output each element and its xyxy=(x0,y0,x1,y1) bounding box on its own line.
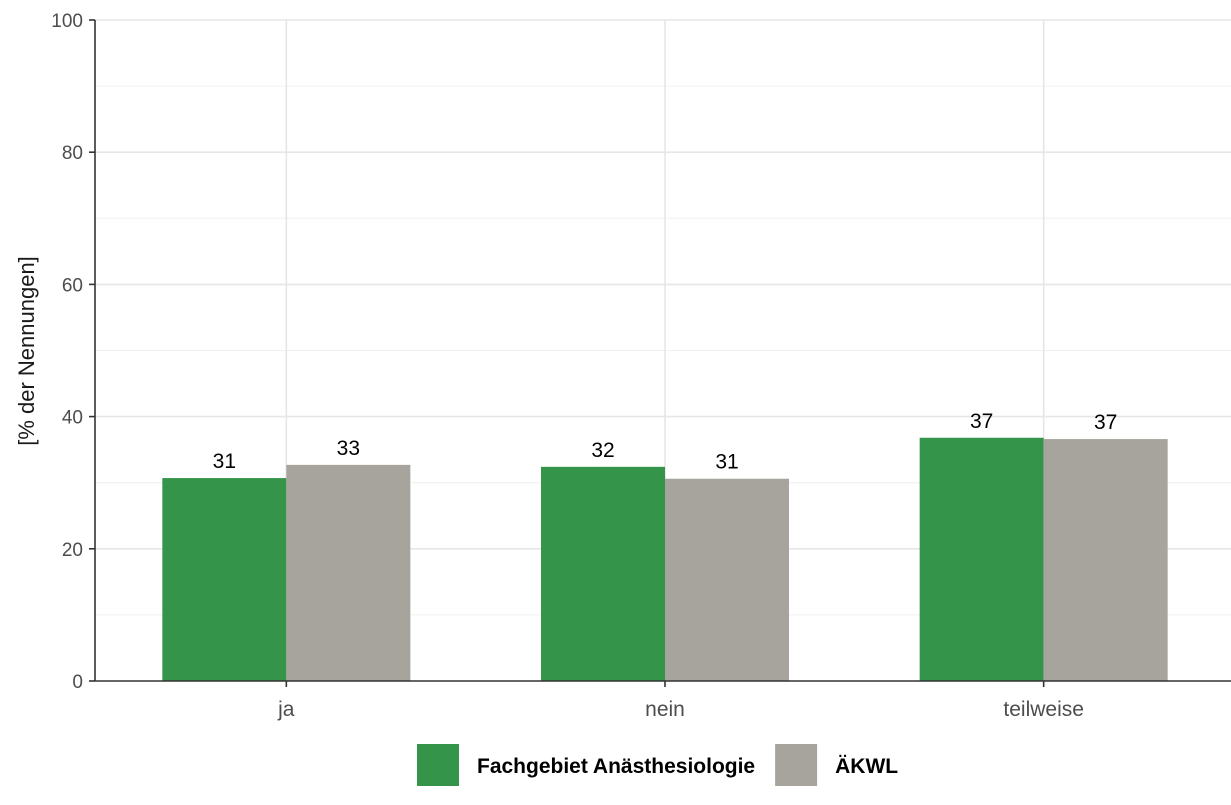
bar xyxy=(919,437,1044,681)
axes xyxy=(94,20,1231,682)
y-tick-label: 20 xyxy=(62,540,83,561)
bar xyxy=(286,464,411,681)
legend: Fachgebiet Anästhesiologie ÄKWL xyxy=(417,744,898,786)
data-labels: 31 33 32 31 37 37 xyxy=(213,410,1118,474)
legend-swatch xyxy=(775,744,818,786)
data-label: 31 xyxy=(715,451,738,474)
x-tick-label: nein xyxy=(645,698,685,721)
bar xyxy=(1043,439,1168,681)
bars xyxy=(162,437,1168,681)
x-tick-label: ja xyxy=(277,698,295,721)
y-tick-label: 80 xyxy=(62,143,83,164)
y-tick-label: 60 xyxy=(62,275,83,296)
data-label: 37 xyxy=(970,410,993,433)
legend-swatch xyxy=(417,744,459,786)
x-tick-label: teilweise xyxy=(1003,698,1084,721)
y-axis-title: [% der Nennungen] xyxy=(14,256,39,446)
data-label: 31 xyxy=(213,450,236,473)
y-tick-label: 0 xyxy=(72,672,83,693)
y-tick-labels: 0 20 40 60 80 100 xyxy=(51,11,95,693)
data-label: 37 xyxy=(1094,411,1117,434)
bar xyxy=(162,478,287,681)
legend-label: Fachgebiet Anästhesiologie xyxy=(477,755,755,778)
y-tick-label: 40 xyxy=(62,408,83,429)
bar xyxy=(541,466,665,681)
y-tick-label: 100 xyxy=(51,11,83,32)
legend-label: ÄKWL xyxy=(835,755,898,778)
data-label: 33 xyxy=(337,437,360,460)
data-label: 32 xyxy=(591,439,614,462)
x-tick-labels: ja nein teilweise xyxy=(277,681,1084,721)
bar xyxy=(665,478,789,681)
